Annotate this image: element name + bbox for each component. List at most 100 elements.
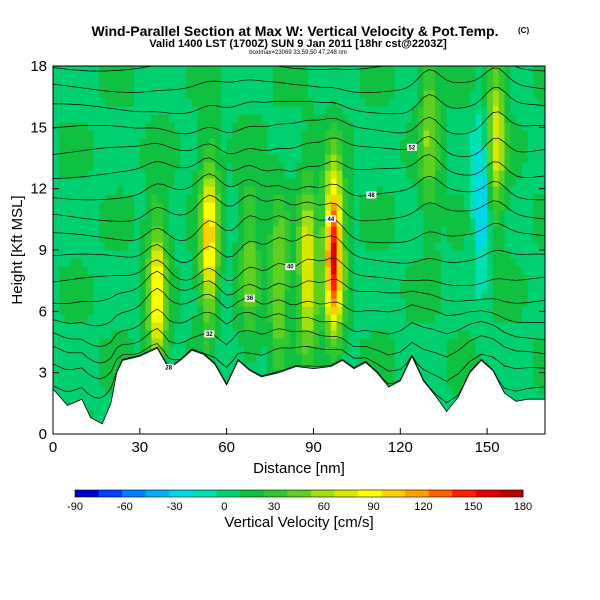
heatmap-cell — [429, 226, 436, 235]
heatmap-cell — [191, 210, 199, 219]
heatmap-cell — [429, 82, 436, 91]
heatmap-cell — [394, 202, 401, 211]
heatmap-cell — [359, 266, 367, 275]
heatmap-cell — [348, 322, 355, 331]
heatmap-cell — [440, 234, 448, 243]
heatmap-cell — [452, 98, 459, 107]
heatmap-cell — [58, 186, 66, 195]
heatmap-cell — [186, 202, 193, 211]
heatmap-cell — [319, 274, 326, 283]
heatmap-cell — [151, 202, 158, 211]
heatmap-cell — [128, 106, 135, 115]
heatmap-cell — [87, 114, 95, 123]
heatmap-cell — [469, 154, 477, 163]
heatmap-cell — [498, 378, 506, 387]
heatmap-cell — [423, 354, 430, 363]
heatmap-cell — [516, 234, 523, 243]
heatmap-cell — [498, 330, 506, 339]
heatmap-cell — [110, 226, 118, 235]
heatmap-cell — [429, 186, 436, 195]
heatmap-cell — [469, 178, 477, 187]
heatmap-cell — [110, 234, 118, 243]
heatmap-cell — [278, 218, 286, 227]
heatmap-cell — [134, 306, 141, 315]
heatmap-cell — [446, 298, 453, 307]
heatmap-cell — [58, 306, 66, 315]
heatmap-cell — [267, 234, 274, 243]
heatmap-cell — [139, 234, 147, 243]
heatmap-cell — [342, 74, 349, 83]
heatmap-cell — [377, 322, 384, 331]
heatmap-cell — [151, 242, 158, 251]
heatmap-cell — [76, 226, 83, 235]
heatmap-cell — [330, 194, 338, 203]
heatmap-cell — [290, 202, 297, 211]
heatmap-cell — [244, 154, 251, 163]
heatmap-cell — [87, 266, 95, 275]
heatmap-cell — [417, 170, 425, 179]
heatmap-cell — [336, 234, 344, 243]
heatmap-cell — [53, 130, 60, 139]
heatmap-cell — [325, 346, 332, 355]
heatmap-cell — [110, 258, 118, 267]
heatmap-cell — [53, 362, 60, 371]
heatmap-cell — [128, 346, 135, 355]
heatmap-cell — [162, 306, 170, 315]
heatmap-cell — [353, 186, 361, 195]
heatmap-cell — [157, 274, 164, 283]
heatmap-cell — [458, 266, 465, 275]
heatmap-cell — [128, 130, 135, 139]
heatmap-cell — [487, 138, 494, 147]
heatmap-cell — [238, 274, 245, 283]
heatmap-cell — [440, 306, 448, 315]
heatmap-cell — [353, 154, 361, 163]
heatmap-cell — [429, 98, 436, 107]
heatmap-cell — [76, 162, 83, 171]
heatmap-cell — [359, 338, 367, 347]
heatmap-cell — [348, 90, 355, 99]
heatmap-cell — [58, 338, 66, 347]
heatmap-cell — [116, 154, 124, 163]
heatmap-cell — [429, 234, 436, 243]
heatmap-cell — [99, 74, 106, 83]
heatmap-cell — [157, 282, 164, 291]
heatmap-cell — [406, 122, 413, 131]
heatmap-cell — [272, 298, 280, 307]
heatmap-cell — [458, 250, 465, 259]
heatmap-cell — [174, 66, 181, 75]
heatmap-cell — [261, 74, 268, 83]
heatmap-cell — [382, 82, 390, 91]
heatmap-cell — [232, 114, 239, 123]
heatmap-cell — [475, 338, 482, 347]
heatmap-cell — [238, 290, 245, 299]
heatmap-cell — [244, 362, 251, 371]
heatmap-cell — [330, 186, 338, 195]
heatmap-cell — [382, 130, 390, 139]
heatmap-cell — [93, 282, 100, 291]
heatmap-cell — [498, 250, 506, 259]
heatmap-cell — [452, 378, 459, 387]
heatmap-cell — [116, 130, 124, 139]
heatmap-cell — [105, 266, 112, 275]
heatmap-cell — [261, 154, 268, 163]
heatmap-cell — [330, 226, 338, 235]
heatmap-cell — [516, 322, 523, 331]
heatmap-cell — [238, 106, 245, 115]
heatmap-cell — [87, 402, 95, 411]
heatmap-cell — [446, 186, 453, 195]
heatmap-cell — [481, 178, 488, 187]
heatmap-cell — [134, 98, 141, 107]
heatmap-cell — [110, 194, 118, 203]
heatmap-cell — [313, 306, 320, 315]
heatmap-cell — [521, 98, 529, 107]
heatmap-cell — [446, 394, 453, 403]
heatmap-cell — [521, 258, 529, 267]
heatmap-cell — [244, 106, 251, 115]
heatmap-cell — [423, 194, 430, 203]
heatmap-cell — [272, 330, 280, 339]
heatmap-cell — [220, 130, 228, 139]
heatmap-cell — [157, 346, 164, 355]
heatmap-cell — [58, 114, 66, 123]
heatmap-cell — [359, 274, 367, 283]
heatmap-cell — [296, 114, 303, 123]
